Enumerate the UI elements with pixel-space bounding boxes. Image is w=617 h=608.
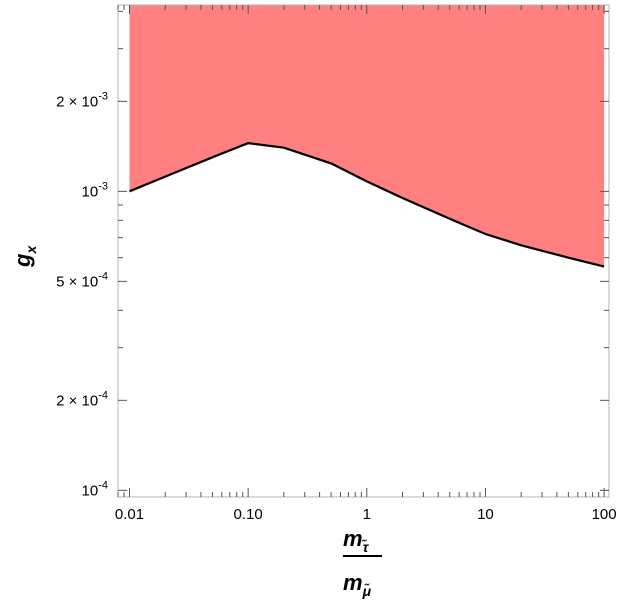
x-tick-label: 0.10 (234, 506, 263, 523)
y-tick-label: 2 × 10-3 (56, 90, 108, 110)
excluded-region (129, 5, 605, 267)
x-title-numerator: mτ̃ (343, 526, 370, 555)
x-tick-label: 100 (592, 506, 617, 523)
y-tick-label: 2 × 10-4 (56, 389, 108, 409)
x-tick-label: 1 (363, 506, 371, 523)
y-ticks: 10-4 2 × 10-4 5 × 10-4 10-3 2 × 10-3 (56, 10, 609, 499)
y-tick-label: 10-4 (82, 479, 108, 499)
y-tick-label: 5 × 10-4 (56, 270, 108, 290)
x-tick-label: 10 (477, 506, 494, 523)
x-axis-title: mτ̃ mμ̃ (343, 526, 382, 599)
y-axis-title: gx (10, 245, 39, 268)
plot-area (129, 5, 605, 268)
y-tick-label: 10-3 (82, 180, 108, 200)
x-tick-label: 0.01 (115, 506, 144, 523)
x-title-denominator: mμ̃ (343, 570, 372, 599)
x-ticks: 0.01 0.10 1 10 100 (115, 5, 617, 523)
limit-curve (129, 141, 605, 268)
plot-frame (117, 4, 610, 498)
y-title: gx (10, 245, 39, 268)
